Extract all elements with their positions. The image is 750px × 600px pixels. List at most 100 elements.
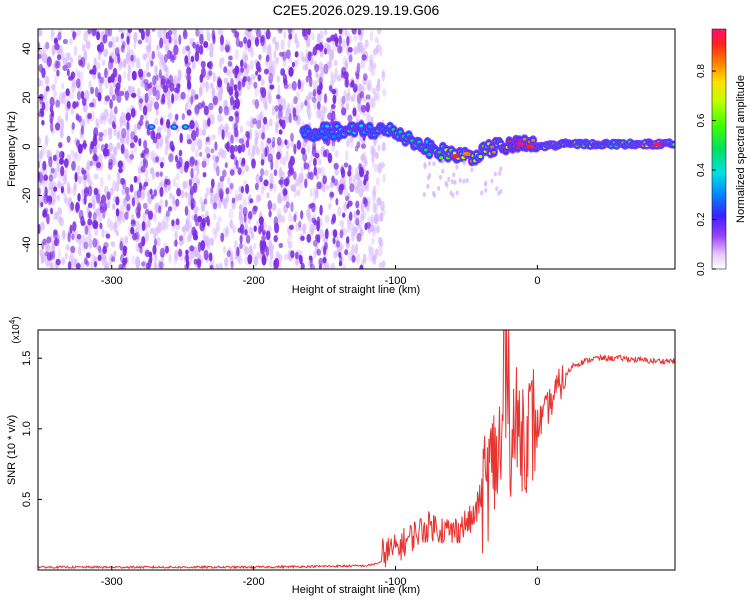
- noise-speck: [113, 221, 118, 233]
- ridge-spray: [465, 178, 469, 184]
- noise-dot: [202, 172, 207, 178]
- noise-speck: [372, 216, 377, 224]
- noise-dot: [298, 254, 302, 261]
- ridge-peak: [526, 144, 535, 149]
- spectrogram-x-tick-label: -100: [384, 275, 406, 287]
- snr-y-ticks: 0.5 1.0 1.5: [21, 351, 42, 507]
- noise-speck: [355, 185, 360, 194]
- noise-dot: [312, 89, 317, 97]
- noise-speck: [146, 51, 151, 58]
- noise-dot: [120, 32, 124, 39]
- noise-dot: [234, 129, 239, 138]
- noise-speck: [322, 106, 328, 114]
- noise-dot: [189, 178, 192, 187]
- noise-speck: [157, 221, 162, 234]
- noise-speck: [287, 83, 293, 90]
- noise-dot: [247, 29, 253, 32]
- noise-dot: [347, 46, 353, 53]
- noise-dot: [159, 171, 163, 178]
- noise-dot: [332, 94, 337, 105]
- noise-dot: [88, 211, 92, 219]
- noise-speck: [295, 222, 300, 232]
- noise-dot: [226, 250, 231, 258]
- noise-speck: [280, 39, 285, 51]
- noise-speck: [239, 125, 243, 133]
- noise-dot: [138, 119, 144, 127]
- noise-dot: [103, 242, 109, 249]
- noise-dot: [72, 221, 77, 232]
- noise-dot: [43, 174, 49, 181]
- noise-speck: [190, 88, 195, 95]
- noise-speck: [123, 148, 129, 160]
- noise-speck: [102, 114, 107, 121]
- noise-speck: [50, 30, 54, 42]
- noise-speck: [268, 61, 273, 73]
- spectrogram-x-ticks: -300 -200 -100 0: [101, 265, 540, 287]
- noise-speck: [172, 29, 177, 35]
- noise-speck: [175, 182, 180, 189]
- noise-speck: [156, 236, 161, 247]
- noise-dot: [316, 220, 320, 232]
- noise-speck: [217, 125, 221, 136]
- noise-dot: [38, 187, 41, 196]
- noise-speck: [371, 87, 377, 95]
- noise-speck: [360, 154, 364, 162]
- noise-speck: [51, 46, 55, 58]
- noise-dot: [290, 132, 294, 142]
- noise-dot: [52, 154, 57, 162]
- noise-speck: [360, 85, 366, 94]
- noise-dot: [138, 242, 143, 249]
- noise-speck: [248, 245, 253, 255]
- noise-speck: [160, 54, 165, 66]
- noise-dot: [230, 261, 234, 269]
- noise-speck: [210, 114, 215, 125]
- noise-dot: [135, 231, 140, 240]
- noise-speck: [201, 129, 207, 136]
- noise-speck: [372, 201, 377, 214]
- noise-dot: [277, 29, 283, 34]
- noise-dot: [171, 219, 175, 227]
- spectrogram-image: [38, 29, 675, 269]
- noise-dot: [81, 167, 85, 175]
- noise-dot: [146, 262, 150, 269]
- noise-dot: [119, 90, 125, 96]
- noise-speck: [249, 60, 254, 71]
- noise-dot: [167, 206, 173, 212]
- noise-dot: [155, 171, 160, 178]
- noise-speck: [355, 113, 360, 121]
- noise-speck: [174, 230, 178, 240]
- noise-speck: [325, 184, 331, 191]
- noise-dot: [287, 29, 292, 34]
- noise-speck: [376, 91, 380, 102]
- noise-speck: [56, 194, 61, 202]
- noise-dot: [158, 205, 162, 214]
- noise-speck: [133, 41, 137, 50]
- noise-dot: [308, 76, 313, 88]
- noise-speck: [244, 54, 249, 62]
- noise-dot: [92, 237, 98, 248]
- noise-dot: [214, 141, 218, 151]
- spectrogram-y-tick-label: 20: [21, 91, 33, 103]
- snr-series-line: [38, 330, 675, 570]
- noise-speck: [249, 128, 253, 140]
- noise-speck: [295, 104, 300, 116]
- noise-dot: [50, 167, 55, 174]
- noise-dot: [126, 120, 130, 131]
- noise-dot: [199, 33, 204, 45]
- noise-speck: [153, 233, 157, 240]
- noise-speck: [334, 67, 338, 79]
- ridge-core: [367, 125, 372, 129]
- noise-dot: [82, 139, 87, 150]
- noise-dot: [56, 60, 61, 69]
- noise-dot: [124, 90, 129, 101]
- noise-dot: [136, 189, 142, 199]
- noise-dot: [58, 142, 63, 149]
- noise-speck: [190, 250, 195, 259]
- noise-dot: [99, 222, 103, 230]
- noise-dot: [307, 29, 311, 36]
- noise-dot: [356, 62, 361, 73]
- noise-dot: [153, 189, 157, 197]
- noise-speck: [228, 208, 234, 219]
- noise-dot: [335, 240, 341, 248]
- colorbar-tick-label: 0.2: [696, 212, 707, 226]
